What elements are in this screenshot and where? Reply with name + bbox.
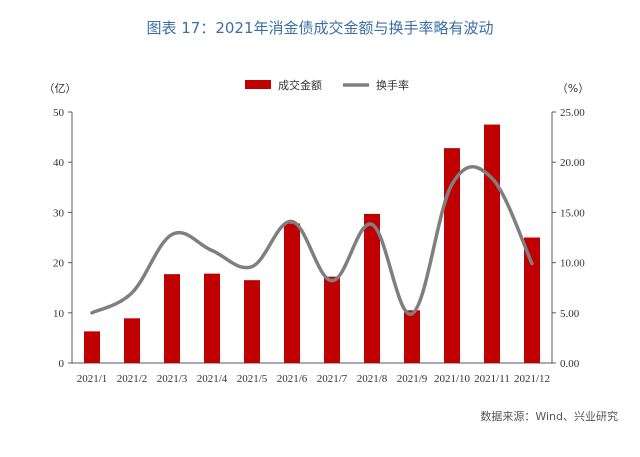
x-tick-label: 2021/4	[197, 373, 228, 385]
x-tick-label: 2021/7	[317, 373, 348, 385]
bar	[124, 318, 140, 363]
left-tick-label: 40	[53, 157, 65, 169]
bar	[204, 273, 220, 363]
bar	[244, 280, 260, 363]
right-tick-label: 0.00	[560, 358, 580, 370]
right-tick-label: 20.00	[560, 157, 585, 169]
bar	[364, 213, 380, 363]
right-tick-label: 25.00	[560, 107, 585, 119]
turnover-line	[90, 165, 534, 316]
right-tick-labels: 0.00 5.00 10.00 15.00 20.00 25.00	[560, 107, 585, 370]
left-tick-label: 50	[53, 107, 65, 119]
right-axis-unit: （%）	[557, 82, 589, 95]
x-tick-label: 2021/6	[277, 373, 308, 385]
x-tick-label: 2021/1	[77, 373, 108, 385]
right-tick-label: 15.00	[560, 207, 585, 219]
left-tick-label: 10	[53, 308, 65, 320]
x-tick-label: 2021/11	[474, 373, 510, 385]
legend: 成交金额 换手率	[245, 78, 409, 92]
bar	[444, 148, 460, 363]
left-tick-label: 30	[53, 207, 65, 219]
chart-title: 图表 17：2021年消金债成交金额与换手率略有波动	[146, 19, 493, 37]
left-tick-label: 0	[59, 358, 65, 370]
x-tick-labels: 2021/1 2021/2 2021/3 2021/4 2021/5 2021/6 2021…	[77, 373, 550, 385]
left-tick-labels: 0 10 20 30 40 50	[53, 107, 65, 370]
right-tick-label: 10.00	[560, 258, 585, 270]
bar	[484, 124, 500, 363]
x-tick-label: 2021/2	[117, 373, 148, 385]
legend-line-label: 换手率	[376, 78, 409, 92]
x-tick-label: 2021/10	[434, 373, 471, 385]
x-tick-label: 2021/5	[237, 373, 268, 385]
source-note: 数据来源：Wind、兴业研究	[480, 409, 618, 423]
bar	[84, 331, 100, 363]
bar	[324, 276, 340, 363]
legend-bar-swatch	[245, 80, 271, 89]
bar	[164, 274, 180, 363]
x-tick-label: 2021/12	[514, 373, 550, 385]
bar	[404, 310, 420, 363]
axes	[68, 111, 556, 364]
x-tick-label: 2021/9	[397, 373, 428, 385]
x-tick-label: 2021/3	[157, 373, 188, 385]
right-tick-label: 5.00	[560, 308, 580, 320]
left-axis-unit: （亿）	[44, 82, 77, 95]
bar	[284, 223, 300, 363]
bars	[84, 124, 540, 363]
x-tick-label: 2021/8	[357, 373, 388, 385]
bar	[524, 237, 540, 363]
left-tick-label: 20	[53, 258, 65, 270]
line-series	[90, 165, 534, 316]
legend-bar-label: 成交金额	[278, 78, 322, 92]
